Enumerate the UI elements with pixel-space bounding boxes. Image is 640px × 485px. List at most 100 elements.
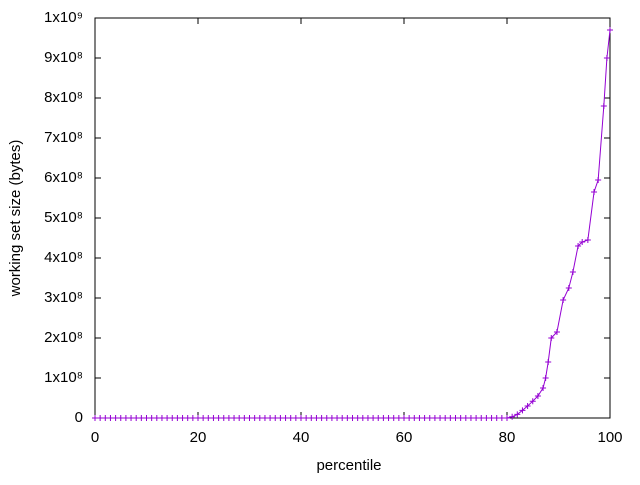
data-point	[339, 415, 346, 421]
data-point	[421, 415, 428, 421]
y-tick-label: 3x10⁸	[44, 289, 83, 306]
y-tick-label: 2x10⁸	[44, 329, 83, 346]
data-point	[437, 415, 444, 421]
x-tick-label: 100	[597, 429, 622, 446]
data-point	[158, 415, 165, 421]
data-point	[447, 415, 454, 421]
data-point	[241, 415, 248, 421]
data-point	[174, 415, 181, 421]
data-point	[575, 243, 582, 249]
data-point	[272, 415, 279, 421]
data-point	[205, 415, 212, 421]
data-point	[107, 415, 114, 421]
data-point	[579, 239, 586, 245]
y-tick-label: 0	[75, 409, 83, 426]
data-point	[97, 415, 104, 421]
data-point	[143, 415, 150, 421]
data-point	[354, 415, 361, 421]
data-point	[179, 415, 186, 421]
data-point	[323, 415, 330, 421]
data-point	[292, 415, 299, 421]
data-point	[509, 413, 516, 420]
data-point	[426, 415, 433, 421]
data-point	[452, 415, 459, 421]
data-point	[164, 415, 171, 421]
data-point	[553, 329, 560, 335]
data-point	[313, 415, 320, 421]
data-point	[236, 415, 243, 421]
data-point	[395, 415, 402, 421]
data-point	[195, 415, 201, 421]
data-point	[548, 335, 555, 341]
y-tick-label: 9x10⁸	[44, 49, 83, 66]
data-point	[364, 415, 371, 421]
data-point	[467, 415, 474, 421]
data-point	[514, 411, 521, 418]
y-axis-label: working set size (bytes)	[7, 140, 24, 298]
data-point	[122, 415, 129, 421]
x-tick-label: 40	[293, 429, 310, 446]
data-point	[117, 415, 124, 421]
data-point	[542, 375, 549, 381]
data-point	[189, 415, 196, 421]
y-tick-label: 1x10⁹	[44, 9, 83, 26]
x-tick-label: 20	[190, 429, 207, 446]
data-point	[267, 415, 274, 421]
data-point	[220, 415, 227, 421]
data-point	[251, 415, 258, 421]
data-line	[95, 29, 611, 419]
data-point	[380, 415, 387, 421]
data-point	[344, 415, 351, 421]
data-point	[128, 415, 135, 421]
data-point	[431, 415, 438, 421]
data-point	[370, 415, 377, 421]
data-point	[442, 415, 449, 421]
y-tick-label: 4x10⁸	[44, 249, 83, 266]
plot-border	[94, 17, 611, 419]
data-point	[600, 103, 607, 109]
data-point	[462, 415, 469, 421]
y-tick-label: 6x10⁸	[44, 169, 83, 186]
data-point	[148, 415, 155, 421]
data-point	[200, 415, 207, 421]
data-point	[416, 415, 423, 421]
x-tick-label: 60	[396, 429, 413, 446]
data-point	[138, 415, 145, 421]
x-tick-label: 0	[91, 429, 99, 446]
data-point	[483, 415, 490, 421]
data-point	[112, 415, 119, 421]
data-point	[282, 415, 289, 421]
data-point	[231, 415, 238, 421]
data-point	[529, 398, 536, 405]
data-point	[457, 415, 464, 421]
data-point	[328, 415, 335, 421]
data-point	[318, 415, 325, 421]
data-point	[287, 415, 294, 421]
data-point	[565, 285, 572, 291]
data-point	[595, 177, 602, 183]
data-point	[261, 415, 268, 421]
data-point	[504, 415, 510, 421]
data-point	[375, 415, 382, 421]
data-point	[334, 415, 341, 421]
data-point	[277, 415, 284, 421]
data-point	[498, 415, 505, 421]
data-point	[560, 297, 567, 303]
data-point	[411, 415, 418, 421]
data-point	[298, 415, 304, 421]
data-point	[406, 415, 413, 421]
data-point	[545, 359, 552, 365]
data-point	[215, 415, 222, 421]
data-point	[540, 385, 547, 391]
data-point	[390, 415, 397, 421]
data-point	[308, 415, 315, 421]
data-point	[591, 189, 598, 195]
y-tick-label: 1x10⁸	[44, 369, 83, 386]
data-point	[603, 55, 610, 61]
data-point	[524, 403, 531, 409]
data-point	[488, 415, 495, 421]
data-point	[607, 27, 613, 33]
data-point	[153, 415, 160, 421]
data-point	[256, 415, 263, 421]
